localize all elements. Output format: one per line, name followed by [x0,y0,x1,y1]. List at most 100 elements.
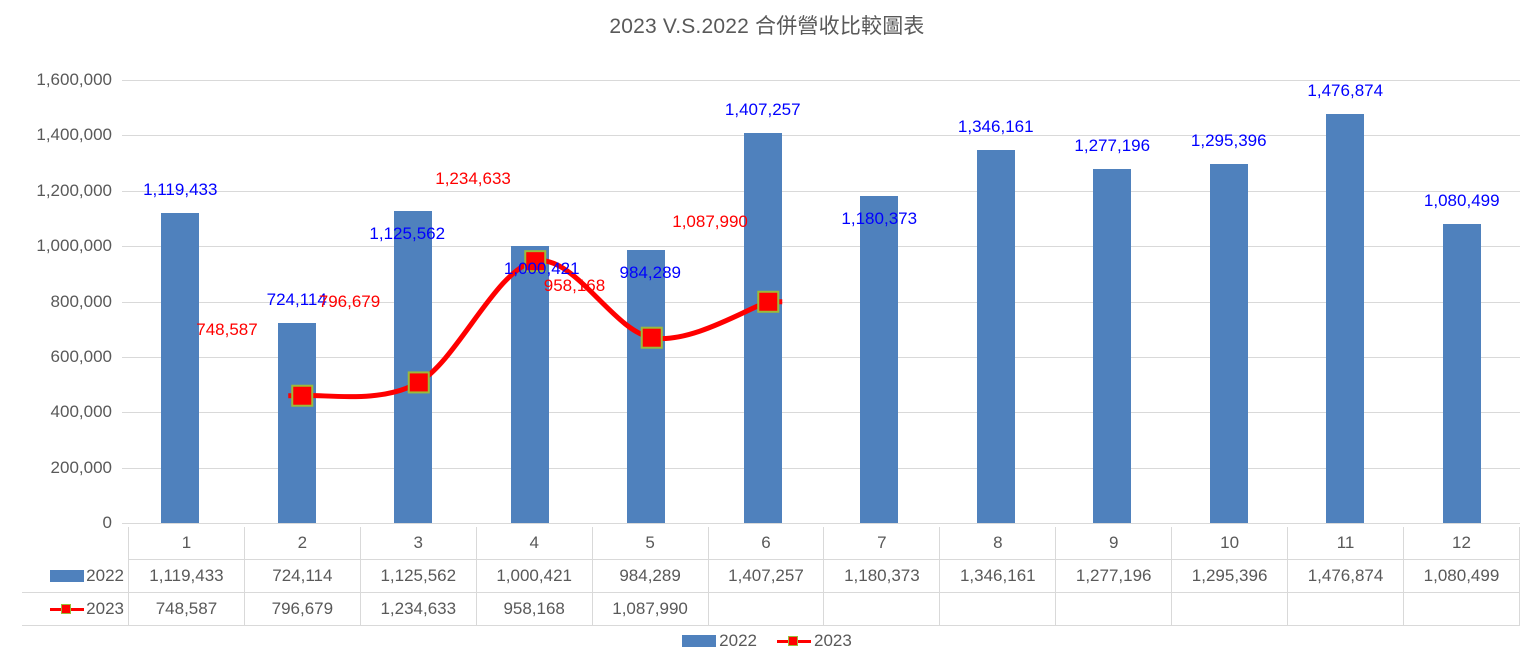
bar-data-label: 1,080,499 [1423,190,1500,210]
table-cell: 1,407,257 [707,559,825,593]
table-cell: 1,000,421 [475,559,593,593]
table-cell: 1,234,633 [359,592,477,626]
table-cell [939,592,1057,626]
gridline [122,357,1520,358]
table-column-header: 11 [1287,527,1404,560]
table-column-header: 5 [591,527,709,560]
bar-data-label: 1,125,562 [369,224,446,244]
y-axis-tick-label: 200,000 [50,457,112,477]
table-column-header: 6 [707,527,825,560]
y-axis-tick-label: 400,000 [50,402,112,422]
legend-label: 2022 [719,631,757,650]
table-row-label: 2022 [86,565,124,585]
table-row-label: 2023 [86,599,124,618]
legend-key-bar-icon [50,569,85,582]
table-cell: 724,114 [243,559,361,593]
bar-2022[interactable] [976,150,1015,523]
table-row: 2022 1,119,433 724,114 1,125,562 1,000,421 98… [22,559,1521,593]
line-data-label: 796,679 [318,292,381,312]
table-cell [1171,592,1289,626]
table-column-header: 10 [1171,527,1289,560]
y-axis: 0 200,000 400,000 600,000 800,000 1,000,000 1,… [0,70,112,532]
table-row-header: 2023 [22,592,129,626]
y-axis-tick-label: 1,200,000 [36,180,112,200]
gridline [122,135,1520,136]
bar-data-label: 1,346,161 [957,117,1034,137]
table-row: 2023 748,587 796,679 1,234,633 958,168 1,087,… [22,592,1521,626]
table-cell [707,592,825,626]
bar-data-label: 724,114 [266,289,327,309]
table-column-header: 3 [359,527,477,560]
table-row-header: 2022 [22,559,129,593]
legend-item-2022[interactable]: 2022 [682,631,757,651]
y-axis-tick-label: 1,000,000 [36,236,112,256]
table-cell: 1,125,562 [359,559,477,593]
y-axis-tick-label: 800,000 [50,291,112,311]
gridline [122,302,1520,303]
table-column-header: 7 [823,527,941,560]
bar-2022[interactable] [161,213,200,523]
table-corner-cell [22,527,129,560]
bar-2022[interactable] [277,322,316,523]
plot-area: 1,119,433 724,114 1,125,562 1,000,421 984,28… [122,80,1520,523]
table-cell: 1,295,396 [1171,559,1289,593]
table-cell: 958,168 [475,592,593,626]
bar-data-label: 1,119,433 [143,180,218,200]
bar-2022[interactable] [743,133,782,523]
legend-item-2023[interactable]: 2023 [777,631,852,651]
table-column-header: 4 [475,527,593,560]
gridline [122,246,1520,247]
bar-data-label: 1,295,396 [1190,131,1267,151]
table-cell: 1,119,433 [128,559,245,593]
bar-data-label: 1,277,196 [1074,136,1151,156]
bar-2022[interactable] [394,211,433,523]
bar-2022[interactable] [1442,223,1481,523]
bar-data-label: 1,476,874 [1307,81,1384,101]
table-cell: 748,587 [128,592,245,626]
bar-2022[interactable] [1093,169,1132,523]
table-cell: 1,476,874 [1287,559,1404,593]
chart-title: 2023 V.S.2022 合併營收比較圖表 [609,15,925,38]
line-data-label: 1,234,633 [435,169,511,189]
gridline [122,412,1520,413]
table-cell: 1,346,161 [939,559,1057,593]
bar-2022[interactable] [1209,164,1248,523]
bar-data-label: 1,407,257 [724,100,801,120]
data-table: 1 2 3 4 5 6 7 8 9 10 11 12 2022 1,119,433 724,114 1,125… [22,527,1521,626]
bar-data-label: 1,000,421 [503,259,580,278]
legend-key-line-icon [50,602,85,616]
bar-data-label: 984,289 [619,263,681,283]
table-cell [1055,592,1173,626]
table-cell [1287,592,1404,626]
bar-data-label: 1,180,373 [841,209,918,229]
gridline [122,191,1520,192]
table-cell: 1,277,196 [1055,559,1173,593]
table-header-row: 1 2 3 4 5 6 7 8 9 10 11 12 [22,527,1521,560]
chart-legend: 2022 2023 [0,631,1534,651]
x-axis-baseline [122,523,1520,524]
line-data-label: 958,168 [543,275,606,295]
table-cell [823,592,941,626]
table-cell: 1,180,373 [823,559,941,593]
line-data-label: 748,587 [196,319,258,339]
legend-key-bar-icon [682,635,717,647]
y-axis-tick-label: 1,400,000 [36,125,112,145]
legend-key-line-icon [777,634,811,648]
bar-2022[interactable] [860,196,899,523]
legend-label: 2023 [814,631,852,650]
gridline [122,80,1520,81]
table-column-header: 2 [243,527,361,560]
table-column-header: 9 [1055,527,1173,560]
table-cell [1402,592,1521,626]
table-cell: 796,679 [243,592,361,626]
y-axis-tick-label: 0 [102,513,112,532]
bar-2022[interactable] [627,250,666,523]
table-cell: 1,080,499 [1402,559,1521,593]
y-axis-tick-label: 600,000 [50,346,112,366]
table-column-header: 1 [128,527,245,560]
gridline [122,468,1520,469]
bar-2022[interactable] [1326,114,1365,523]
line-data-label: 1,087,990 [672,211,748,231]
table-cell: 1,087,990 [591,592,709,626]
